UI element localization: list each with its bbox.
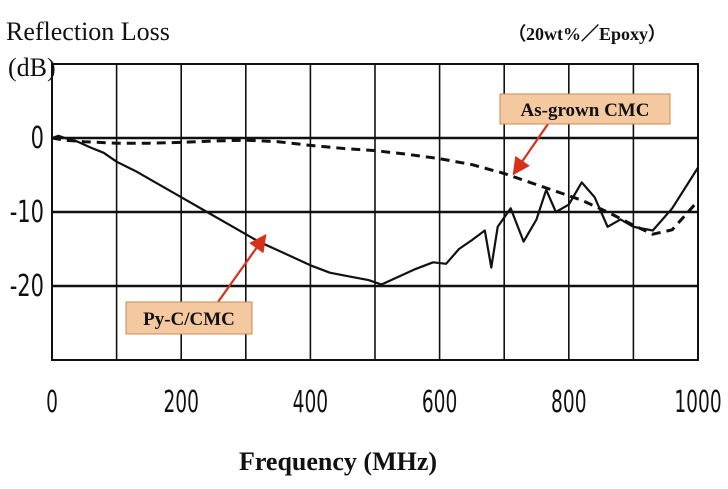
y-axis-label-line1: Reflection Loss	[6, 17, 170, 46]
y-tick-label: 0	[31, 121, 44, 156]
annotation-label-as-grown-cmc: As-grown CMC	[521, 100, 650, 121]
x-tick-label: 1000	[674, 384, 721, 419]
plot-area-frame	[51, 63, 699, 361]
annotations: As-grown CMC Py-C/CMC	[125, 93, 671, 335]
annotation-box-py-c-cmc	[125, 301, 253, 335]
series-line-py-c-cmc	[51, 134, 699, 286]
x-tick-label: 800	[551, 384, 586, 419]
annotation-label-py-c-cmc: Py-C/CMC	[143, 309, 235, 330]
y-tick-label: -10	[10, 195, 44, 230]
y-axis-label-line2: (dB)	[8, 53, 56, 82]
series-line-as-grown-cmc	[51, 136, 700, 236]
x-tick-label: 200	[163, 384, 198, 419]
grid	[52, 64, 698, 360]
annotation-arrow-py-c-cmc	[217, 233, 267, 303]
x-tick-label: 0	[46, 384, 58, 419]
tick-labels: 0 200 400 600 800 1000 0 -10 -20	[10, 121, 722, 419]
annotation-arrow-as-grown-cmc	[512, 123, 549, 176]
condition-note: （20wt%／Epoxy）	[508, 24, 666, 44]
x-axis-label: Frequency (MHz)	[239, 447, 437, 476]
series-layer	[51, 134, 700, 286]
y-tick-label: -20	[10, 269, 44, 304]
annotation-box-as-grown-cmc	[499, 93, 671, 125]
x-tick-label: 400	[293, 384, 328, 419]
x-tick-label: 600	[422, 384, 457, 419]
